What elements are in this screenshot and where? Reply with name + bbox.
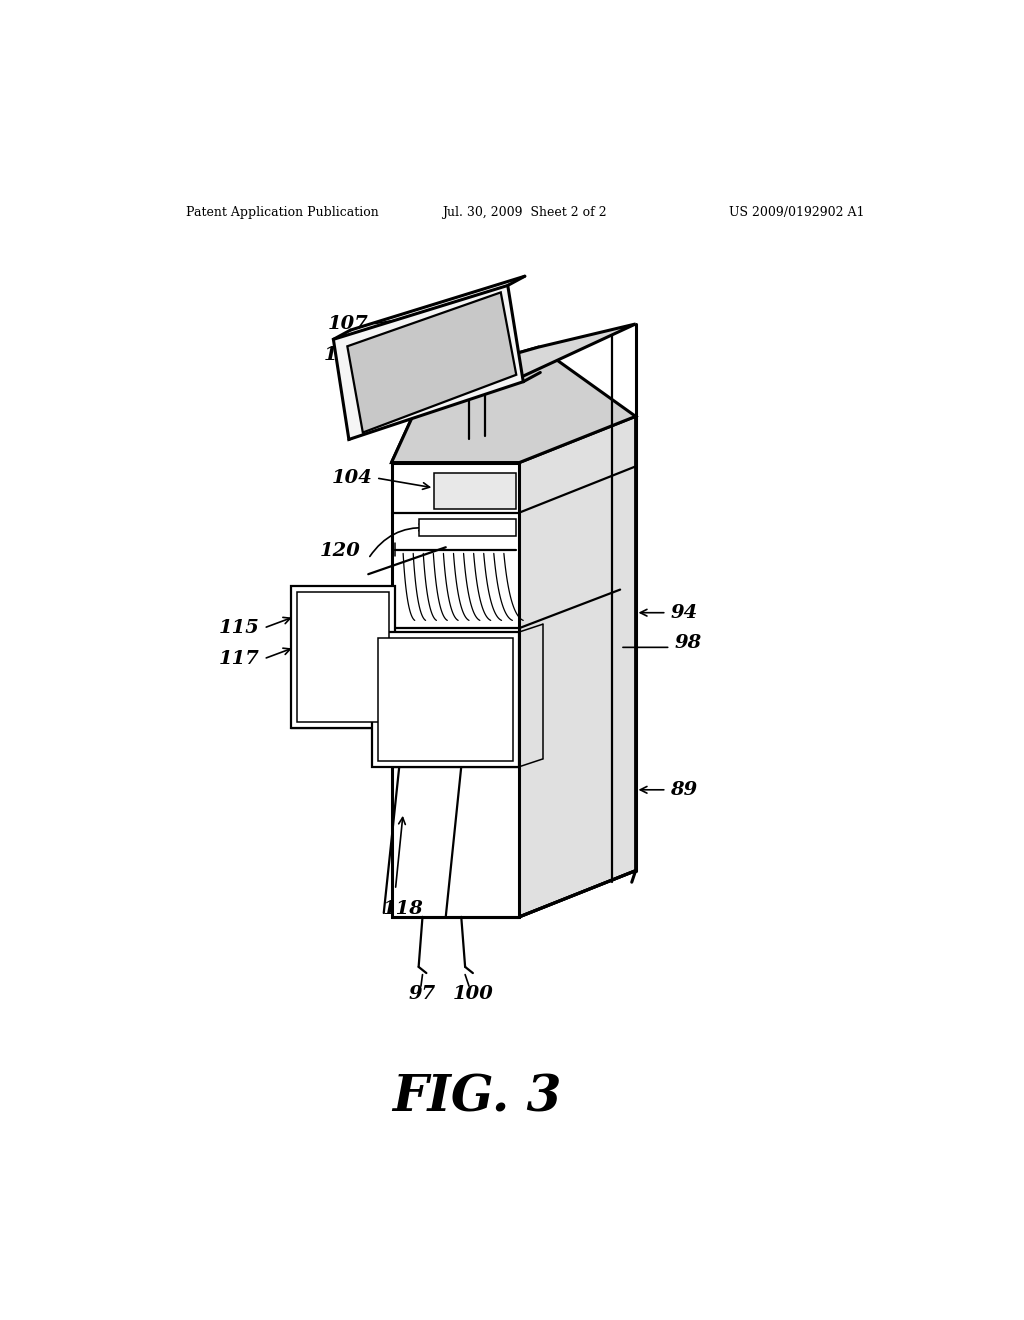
Text: 98: 98 xyxy=(675,635,701,652)
Text: 120: 120 xyxy=(319,543,360,560)
Polygon shape xyxy=(334,285,523,440)
Polygon shape xyxy=(419,519,515,536)
Polygon shape xyxy=(378,638,513,760)
Polygon shape xyxy=(391,347,636,462)
Polygon shape xyxy=(434,473,515,508)
Polygon shape xyxy=(519,416,636,917)
Text: 104: 104 xyxy=(331,469,372,487)
Text: US 2009/0192902 A1: US 2009/0192902 A1 xyxy=(729,206,864,219)
Text: Jul. 30, 2009  Sheet 2 of 2: Jul. 30, 2009 Sheet 2 of 2 xyxy=(442,206,607,219)
Text: 118: 118 xyxy=(383,900,424,919)
Text: 94: 94 xyxy=(671,603,697,622)
Polygon shape xyxy=(347,293,516,433)
Text: 89: 89 xyxy=(671,781,697,799)
Polygon shape xyxy=(297,591,389,722)
Text: Patent Application Publication: Patent Application Publication xyxy=(186,206,379,219)
Polygon shape xyxy=(372,632,519,767)
Text: FIG. 3: FIG. 3 xyxy=(392,1073,561,1122)
Text: 97: 97 xyxy=(409,985,436,1003)
Polygon shape xyxy=(291,586,395,729)
Text: 117: 117 xyxy=(219,649,260,668)
Text: 107: 107 xyxy=(328,315,369,333)
Text: 100: 100 xyxy=(453,985,494,1003)
Text: 108: 108 xyxy=(324,346,365,364)
Polygon shape xyxy=(430,323,636,378)
Polygon shape xyxy=(391,462,519,917)
Text: 115: 115 xyxy=(219,619,260,638)
